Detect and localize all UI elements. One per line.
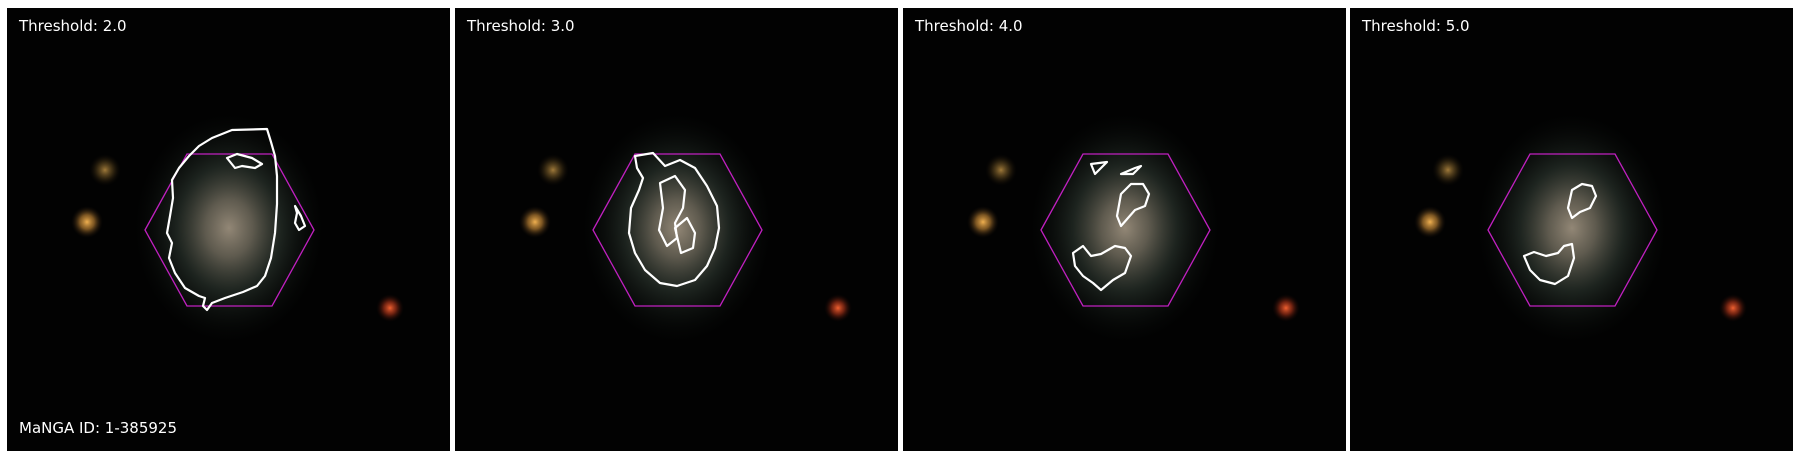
star bbox=[1414, 206, 1446, 238]
star bbox=[519, 206, 551, 238]
star bbox=[824, 294, 852, 322]
ifu-hexagon bbox=[144, 153, 315, 307]
manga-id-label: MaNGA ID: 1-385925 bbox=[19, 419, 178, 437]
image-panel-threshold-2: Threshold: 2.0 MaNGA ID: 1-385925 bbox=[7, 8, 450, 451]
image-panel-threshold-5: Threshold: 5.0 bbox=[1350, 8, 1793, 451]
contour bbox=[165, 127, 307, 312]
contour bbox=[1071, 160, 1151, 292]
galaxy bbox=[1477, 113, 1667, 343]
galaxy bbox=[1030, 113, 1220, 343]
threshold-label: Threshold: 4.0 bbox=[915, 17, 1023, 35]
ifu-hexagon bbox=[1040, 153, 1211, 307]
image-panel-threshold-4: Threshold: 4.0 bbox=[903, 8, 1346, 451]
contour bbox=[1522, 182, 1598, 286]
threshold-label: Threshold: 5.0 bbox=[1362, 17, 1470, 35]
star bbox=[967, 206, 999, 238]
star bbox=[537, 154, 569, 186]
galaxy-image bbox=[71, 113, 404, 343]
star bbox=[376, 294, 404, 322]
star bbox=[89, 154, 121, 186]
galaxy-image bbox=[1414, 113, 1747, 343]
star bbox=[985, 154, 1017, 186]
ifu-hexagon bbox=[592, 153, 763, 307]
star bbox=[1432, 154, 1464, 186]
galaxy bbox=[582, 113, 772, 343]
ifu-hexagon bbox=[1487, 153, 1658, 307]
star bbox=[71, 206, 103, 238]
galaxy bbox=[134, 113, 324, 343]
image-panel-threshold-3: Threshold: 3.0 bbox=[455, 8, 898, 451]
threshold-label: Threshold: 3.0 bbox=[467, 17, 575, 35]
contour bbox=[627, 151, 721, 288]
threshold-label: Threshold: 2.0 bbox=[19, 17, 127, 35]
galaxy-image bbox=[967, 113, 1300, 343]
star bbox=[1719, 294, 1747, 322]
galaxy-image bbox=[519, 113, 852, 343]
star bbox=[1272, 294, 1300, 322]
